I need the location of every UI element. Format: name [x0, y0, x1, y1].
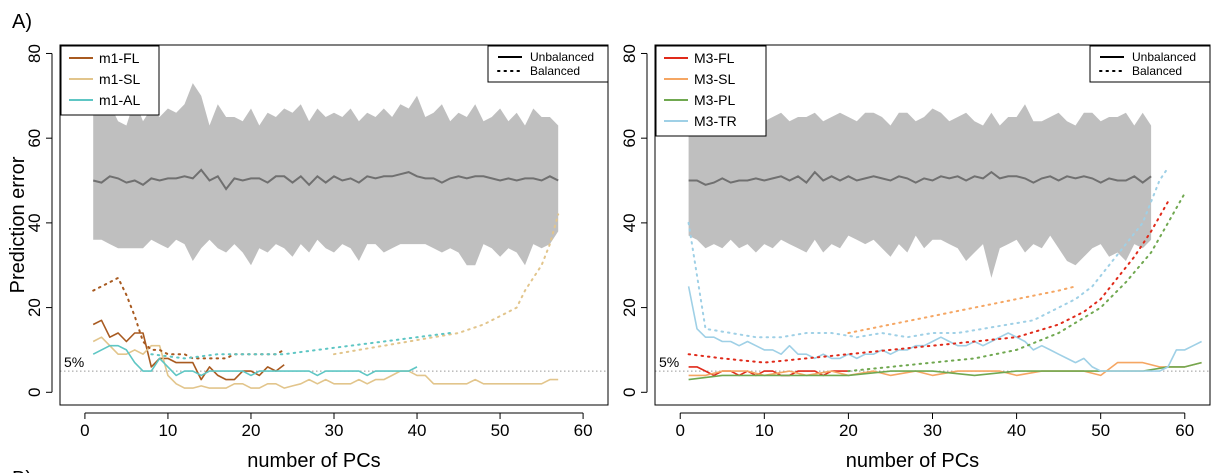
series-line-m3-sl [688, 361, 1202, 377]
y-tick-label: 60 [620, 129, 639, 148]
series-line-m3-tr-balanced [687, 166, 1169, 339]
series-line-m1-al-balanced [150, 332, 452, 360]
legend-entry: M3-SL [694, 71, 735, 87]
y-tick-label: 80 [620, 44, 639, 63]
y-axis-label: Prediction error [7, 156, 29, 293]
band-mean-line [92, 168, 559, 191]
x-tick-label: 60 [574, 421, 593, 440]
x-tick-label: 60 [1175, 421, 1194, 440]
x-axis-label: number of PCs [846, 450, 979, 472]
y-tick-label: 60 [25, 129, 44, 148]
series-line-m3-tr [687, 286, 1202, 372]
y-tick-label: 20 [25, 298, 44, 317]
y-tick-label: 0 [25, 388, 44, 397]
legend-entry: M3-PL [694, 92, 735, 108]
x-tick-label: 10 [755, 421, 774, 440]
y-tick-label: 40 [25, 213, 44, 232]
x-tick-label: 30 [325, 421, 344, 440]
x-axis-label: number of PCs [247, 450, 380, 472]
legend-entry: m1-FL [99, 50, 140, 66]
legend-entry: M3-TR [694, 113, 737, 129]
legend-entry: m1-AL [99, 92, 140, 108]
next-panel-label: B) [12, 468, 32, 473]
y-tick-label: 20 [620, 298, 639, 317]
style-legend-box [487, 45, 609, 83]
error-band [93, 83, 559, 266]
y-tick-label: 40 [620, 213, 639, 232]
y-tick-label: 80 [25, 44, 44, 63]
band-mean-line [688, 170, 1152, 186]
x-tick-label: 50 [491, 421, 510, 440]
series-line-m3-sl-balanced [847, 285, 1077, 334]
series-line-m1-al [92, 344, 418, 377]
plot-frame [59, 44, 609, 406]
x-tick-label: 40 [408, 421, 427, 440]
panel-label: A) [12, 11, 32, 33]
reference-label: 5% [64, 354, 84, 370]
x-tick-label: 10 [158, 421, 177, 440]
style-legend-entry: Balanced [530, 64, 580, 78]
series-line-m1-fl [92, 319, 285, 381]
x-tick-label: 30 [923, 421, 942, 440]
x-tick-label: 50 [1091, 421, 1110, 440]
series-line-m3-fl-balanced [687, 200, 1169, 364]
reference-label: 5% [659, 354, 679, 370]
style-legend-entry: Balanced [1132, 64, 1182, 78]
x-tick-label: 20 [839, 421, 858, 440]
style-legend-entry: Unbalanced [530, 50, 594, 64]
plot-frame [654, 44, 1211, 406]
legend-entry: M3-FL [694, 50, 735, 66]
chart-panel-right: 5% 0 10 20 30 40 50 60 number of PCs 0 20 40 60 80 M3-… [620, 44, 1211, 472]
x-tick-label: 20 [242, 421, 261, 440]
series-line-m1-sl-balanced [333, 213, 560, 356]
x-tick-label: 0 [80, 421, 89, 440]
series-line-m1-sl [92, 336, 559, 389]
legend-entry: m1-SL [99, 71, 140, 87]
x-tick-label: 40 [1007, 421, 1026, 440]
style-legend-box [1089, 45, 1211, 83]
error-band [688, 104, 1152, 278]
style-legend-entry: Unbalanced [1132, 50, 1196, 64]
chart-panel-left: 5% 0 10 20 30 40 50 60 number of PCs 0 20 40 60 80 Pre… [7, 44, 609, 472]
x-tick-label: 0 [675, 421, 684, 440]
series-line-m1-fl-balanced [92, 276, 286, 360]
series-line-m3-pl [688, 361, 1202, 381]
series-line-m3-pl-balanced [847, 192, 1186, 373]
y-tick-label: 0 [620, 388, 639, 397]
